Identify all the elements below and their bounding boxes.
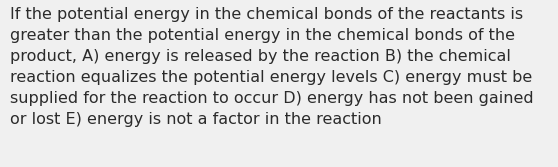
Text: If the potential energy in the chemical bonds of the reactants is
greater than t: If the potential energy in the chemical … (10, 7, 533, 127)
